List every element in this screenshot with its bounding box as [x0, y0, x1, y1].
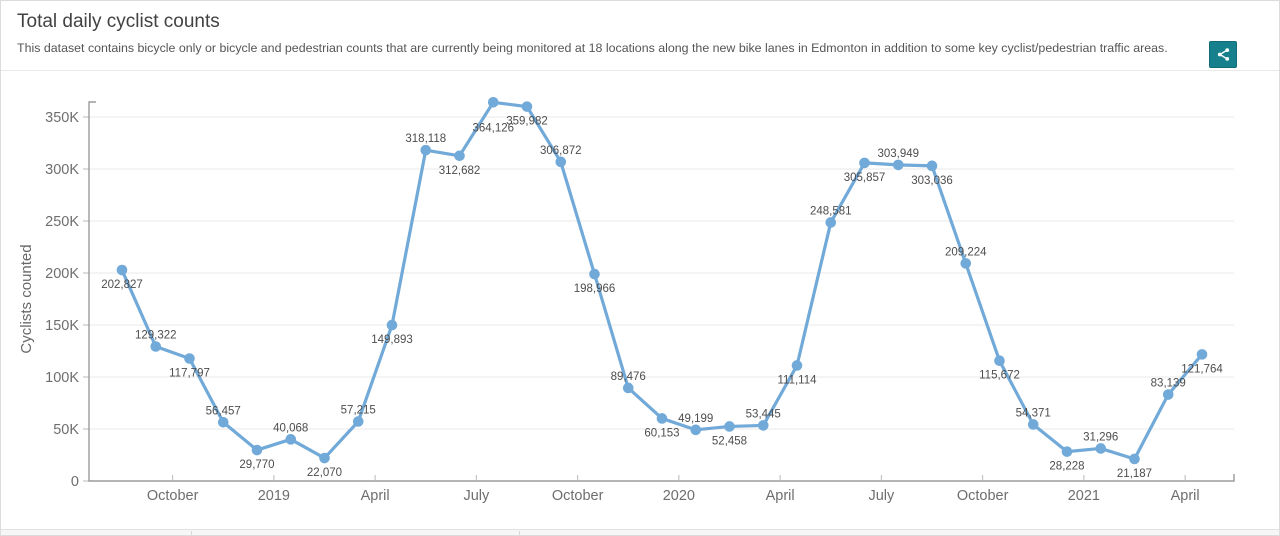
data-point-label: 117,797 [169, 367, 210, 379]
data-point[interactable] [251, 444, 263, 456]
data-point-label: 57,215 [341, 404, 376, 416]
y-axis-label: 150K [45, 318, 79, 334]
data-point[interactable] [285, 434, 297, 445]
x-axis-label: July [868, 488, 895, 504]
data-point-label: 121,764 [1181, 363, 1223, 375]
data-point[interactable] [116, 264, 128, 276]
data-point[interactable] [352, 416, 364, 427]
data-point[interactable] [420, 144, 432, 156]
data-point-label: 111,114 [777, 374, 817, 386]
data-point-label: 40,068 [273, 422, 308, 434]
y-axis-label: 250K [45, 214, 79, 230]
y-axis-label: 200K [45, 266, 79, 282]
data-point-label: 202,827 [101, 279, 143, 291]
data-point-label: 31,296 [1083, 431, 1118, 443]
data-point-label: 89,476 [611, 371, 646, 383]
data-point[interactable] [690, 424, 702, 436]
data-point-label: 49,199 [678, 413, 713, 425]
y-axis-label: 300K [45, 162, 79, 178]
data-point[interactable] [622, 382, 634, 394]
axis-line [88, 101, 1235, 482]
data-point-label: 83,139 [1151, 378, 1186, 390]
x-axis-label: April [361, 488, 390, 504]
next-section-strip [1, 529, 1279, 535]
data-point-label: 54,371 [1016, 407, 1051, 419]
data-point-label: 364,126 [472, 122, 514, 134]
data-point[interactable] [386, 319, 398, 331]
data-point-label: 303,036 [911, 175, 953, 187]
data-point[interactable] [791, 360, 803, 371]
data-point-label: 198,966 [574, 283, 616, 295]
data-point[interactable] [1196, 349, 1208, 360]
chart-panel: 0 50K 100K 150K 200K 250K 300K 350K October 2019 A… [1, 71, 1279, 531]
data-point[interactable] [319, 452, 330, 464]
data-point-label: 306,872 [540, 145, 582, 157]
data-point[interactable] [454, 150, 465, 162]
data-point[interactable] [217, 416, 229, 428]
data-point-label: 359,982 [506, 116, 548, 128]
x-axis-label: October [147, 488, 199, 504]
data-point[interactable] [555, 156, 567, 168]
data-point-label: 248,581 [810, 205, 852, 217]
share-icon [1217, 48, 1229, 61]
y-axis-label: 0 [71, 474, 79, 490]
x-axis-label: July [463, 488, 490, 504]
data-point[interactable] [656, 413, 668, 424]
data-point-label: 29,770 [239, 459, 274, 471]
data-point-label: 115,672 [979, 370, 1020, 382]
data-point[interactable] [994, 355, 1005, 367]
data-point[interactable] [521, 101, 533, 112]
y-axis-label: 350K [45, 110, 79, 126]
data-point-label: 129,322 [135, 330, 177, 342]
x-axis-label: 2020 [663, 488, 695, 504]
data-point[interactable] [859, 157, 870, 169]
data-point-label: 209,224 [945, 246, 987, 258]
data-point[interactable] [1162, 389, 1174, 400]
data-point[interactable] [589, 268, 600, 280]
strip-divider [191, 531, 192, 535]
x-axis-label: 2019 [258, 488, 290, 504]
data-point[interactable] [926, 160, 938, 172]
data-point-label: 28,228 [1049, 461, 1084, 473]
data-point-label: 53,445 [746, 408, 781, 420]
x-axis-label: 2021 [1068, 488, 1100, 504]
y-axis-label: 50K [53, 422, 79, 438]
data-point-label: 149,893 [371, 334, 413, 346]
data-point[interactable] [892, 159, 904, 171]
data-point[interactable] [757, 420, 769, 431]
data-point[interactable] [724, 421, 735, 432]
x-axis-label: October [957, 488, 1009, 504]
data-point[interactable] [150, 341, 162, 352]
y-axis-label: 100K [45, 370, 79, 386]
data-point[interactable] [184, 353, 195, 364]
data-point-label: 305,857 [844, 172, 886, 184]
data-point-label: 312,682 [439, 165, 481, 177]
data-point-label: 22,070 [307, 467, 342, 479]
data-point-label: 318,118 [405, 133, 446, 145]
data-point[interactable] [825, 217, 837, 228]
data-point-label: 52,458 [712, 435, 747, 447]
data-point[interactable] [487, 97, 499, 108]
data-point-label: 60,153 [644, 427, 679, 439]
data-point[interactable] [1061, 446, 1073, 457]
data-point[interactable] [1095, 443, 1107, 454]
cyclist-counts-line-chart: 0 50K 100K 150K 200K 250K 300K 350K October 2019 A… [18, 97, 1235, 504]
y-axis-title: Cyclists counted [18, 244, 35, 353]
data-point-label: 303,949 [877, 148, 919, 160]
x-axis-label: October [552, 488, 604, 504]
data-point-label: 21,187 [1117, 468, 1152, 480]
data-point[interactable] [1129, 453, 1140, 465]
data-point-label: 56,457 [206, 405, 241, 417]
strip-divider [519, 531, 520, 535]
x-axis-label: April [1171, 488, 1200, 504]
page-title: Total daily cyclist counts [17, 11, 220, 32]
series-line [120, 100, 1204, 461]
x-axis-label: April [766, 488, 795, 504]
header: Total daily cyclist counts This dataset … [1, 1, 1279, 71]
data-point[interactable] [1027, 419, 1039, 430]
share-button[interactable] [1209, 41, 1237, 68]
data-point[interactable] [960, 258, 972, 269]
dataset-description: This dataset contains bicycle only or bi… [17, 40, 1168, 55]
